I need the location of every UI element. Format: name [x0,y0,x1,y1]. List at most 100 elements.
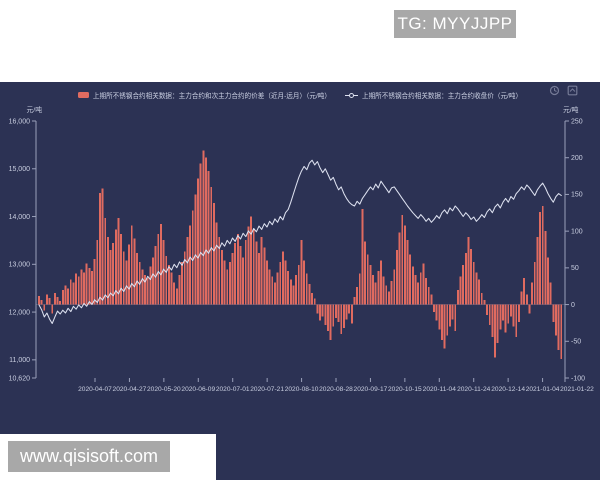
bar [114,229,117,305]
bar [88,267,91,305]
bar [401,214,404,305]
bar [96,239,99,305]
bar [297,264,300,305]
bar [215,222,218,305]
bar [390,281,393,305]
left-axis-tick-label: 11,000 [9,357,30,364]
bar [414,275,417,305]
bar [157,234,160,305]
x-axis-tick-label: 2020-08-10 [285,386,319,393]
chart-canvas[interactable]: 16,000 15,000 14,000 13,000 12,000 11,000 10,6… [0,82,600,480]
bar [512,304,515,327]
bar [300,239,303,305]
bar [189,225,192,305]
bar [430,294,433,305]
bar [242,257,245,305]
left-axis-tick-label: 13,000 [9,262,31,269]
bar [555,304,557,336]
bar [154,245,157,305]
bar [491,304,494,337]
x-axis-tick-label: 2020-04-07 [78,386,112,393]
bar [83,272,85,305]
x-axis-tick-label: 2021-01-22 [560,386,594,393]
bar [289,279,292,305]
bar [101,188,104,305]
bar [411,266,414,305]
bar [268,269,271,305]
bar [223,260,226,305]
bar [247,226,250,305]
legend-item-spread[interactable]: 上期所不锈钢合约相关数据：主力合约和次主力合约的价差（近月-远月）（元/吨） [77,90,331,100]
bar [170,272,173,305]
toolbox-save-image-icon[interactable] [567,85,578,96]
bar [266,260,268,305]
bar [319,304,321,321]
bar [502,304,504,321]
bar [382,276,385,305]
bar [393,269,396,305]
bar [547,257,549,305]
bar [303,260,306,305]
bar [228,261,231,305]
bar [213,203,215,305]
bar [292,285,295,305]
bar [191,210,194,305]
bar [231,253,234,305]
x-axis-tick-label: 2020-11-24 [457,386,491,393]
bar [342,304,345,329]
bar [406,239,409,305]
left-axis-tick-label: 12,000 [9,309,31,316]
bar [483,300,486,305]
x-axis-tick-label: 2020-07-01 [216,386,250,393]
bar [295,275,298,305]
x-axis-tick-label: 2020-12-14 [491,386,525,393]
right-axis-tick-label: 50 [571,265,579,272]
bar [38,295,40,305]
bar [226,269,229,305]
chart-legend: 上期所不锈钢合约相关数据：主力合约和次主力合约的价差（近月-远月）（元/吨） 上… [0,88,600,102]
bar [443,304,446,349]
bar [467,237,470,305]
bar [104,217,107,305]
bar [234,242,237,305]
bar [260,237,263,305]
bar [504,304,507,333]
bar [202,150,205,305]
bar [284,260,287,305]
bar [433,304,435,312]
bar [494,304,496,358]
bar [403,225,406,305]
bar [59,300,62,305]
bar [316,304,319,314]
toolbox-restore-icon[interactable] [549,85,560,96]
bar [279,261,282,305]
bar [263,247,266,305]
bar [475,272,478,305]
bar [536,237,539,305]
bar [515,304,518,337]
bar [337,304,340,323]
bar [250,216,253,305]
bar [520,291,523,305]
bar-series [38,150,563,359]
bar [128,244,131,305]
bar [446,304,449,336]
bar [305,273,308,305]
website-watermark-badge: www.qisisoft.com [8,441,170,472]
bar [480,292,483,305]
bar [146,278,149,305]
bar [239,245,242,305]
bar [144,275,146,305]
legend-item-close-price[interactable]: 上期所不锈钢合约相关数据：主力合约收盘价（元/吨） [345,90,522,100]
bar [448,304,451,327]
bar [181,261,184,305]
bar [175,288,178,305]
right-axis-unit-label: 元/吨 [563,105,579,114]
bar [141,269,144,305]
bar [557,304,560,351]
bar [53,292,56,305]
bar [496,304,499,343]
bar [72,282,75,305]
bar [525,294,528,305]
bar [281,251,284,305]
